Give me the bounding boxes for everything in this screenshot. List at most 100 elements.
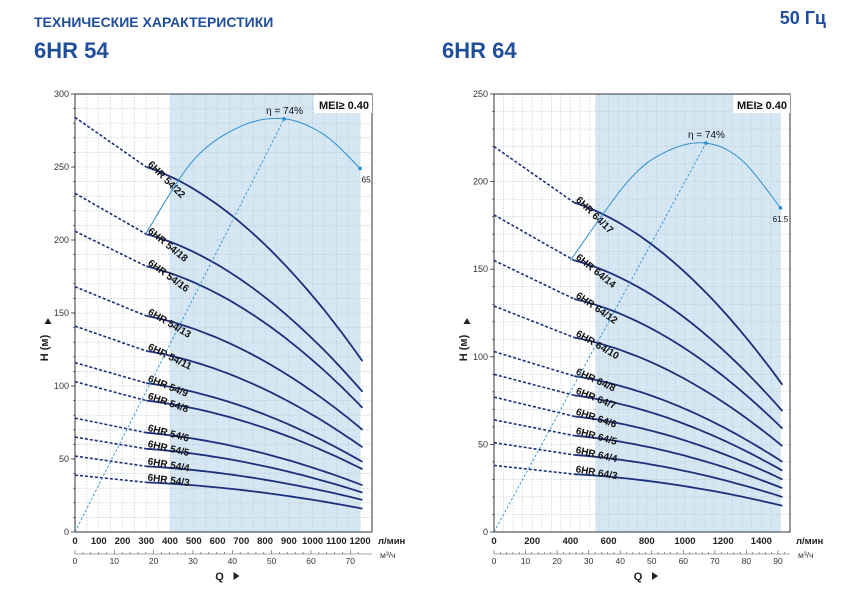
y-tick-label: 200 xyxy=(54,235,69,245)
bep-point xyxy=(282,117,286,121)
y-axis-label: H (м) xyxy=(39,334,51,361)
mei-label: MEI≥ 0.40 xyxy=(737,100,787,112)
x-tick-label: 1000 xyxy=(302,536,323,547)
series-dashed-6HR-64-5 xyxy=(493,419,575,437)
y-tick-label: 0 xyxy=(64,527,69,537)
series-dashed-6HR-64-3 xyxy=(493,464,575,475)
series-dashed-6HR-64-8 xyxy=(493,350,575,377)
series-curve-6HR-54-8 xyxy=(146,399,363,471)
series-dashed-6HR-54-16 xyxy=(74,230,147,267)
x-tick-label: 800 xyxy=(257,536,273,547)
series-curve-6HR-64-8 xyxy=(574,375,783,463)
x-tick-label: 1200 xyxy=(350,536,371,547)
x2-tick-label: 10 xyxy=(521,556,531,566)
series-curve-6HR-64-4 xyxy=(574,454,783,498)
series-dashed-6HR-54-5 xyxy=(74,436,147,450)
series-dashed-6HR-54-3 xyxy=(74,474,147,484)
x-tick-label: 1100 xyxy=(326,536,347,547)
mei-box xyxy=(733,95,790,113)
series-dashed-6HR-54-18 xyxy=(74,192,147,235)
x-tick-label: 700 xyxy=(233,536,249,547)
series-dashed-6HR-64-10 xyxy=(493,305,575,339)
efficiency-label: η = 74% xyxy=(266,106,303,117)
efficiency-end-label: 65 xyxy=(362,175,371,184)
y-tick-label: 200 xyxy=(473,177,488,187)
x-tick-label: 400 xyxy=(562,536,578,547)
series-curve-6HR-64-6 xyxy=(574,415,783,481)
series-curve-6HR-64-12 xyxy=(573,298,784,430)
efficiency-end-label: 61.5 xyxy=(773,215,789,224)
x2-tick-label: 0 xyxy=(492,556,497,566)
x-tick-label: 1000 xyxy=(674,536,695,547)
x-tick-label: 200 xyxy=(115,536,131,547)
x2-tick-label: 90 xyxy=(773,556,783,566)
chart-title-6hr54: 6HR 54 xyxy=(34,38,109,63)
x2-tick-label: 50 xyxy=(267,556,277,566)
series-dashed-6HR-64-17 xyxy=(493,145,575,204)
y-tick-label: 100 xyxy=(54,381,69,391)
y-axis-label: H (м) xyxy=(458,334,470,361)
x-tick-label: 300 xyxy=(138,536,154,547)
x-tick-label: 600 xyxy=(601,536,617,547)
series-curve-6HR-64-17 xyxy=(573,201,784,386)
x-axis-arrow xyxy=(652,572,658,580)
x-tick-label: 600 xyxy=(210,536,226,547)
x2-tick-label: 40 xyxy=(615,556,625,566)
y-tick-label: 150 xyxy=(54,308,69,318)
frequency-label: 50 Гц xyxy=(779,8,826,28)
x2-tick-label: 60 xyxy=(306,556,316,566)
x2-tick-label: 20 xyxy=(552,556,562,566)
x2-tick-label: 70 xyxy=(346,556,356,566)
series-curve-6HR-54-6 xyxy=(146,431,363,487)
x-tick-label: 1400 xyxy=(751,536,772,547)
x-tick-label: 800 xyxy=(639,536,655,547)
series-curve-6HR-64-14 xyxy=(573,259,784,412)
x2-tick-label: 40 xyxy=(228,556,238,566)
x2-tick-label: 70 xyxy=(710,556,720,566)
x-tick-label: 1200 xyxy=(713,536,734,547)
y-tick-label: 100 xyxy=(473,352,488,362)
series-dashed-6HR-64-14 xyxy=(493,214,575,262)
mei-label: MEI≥ 0.40 xyxy=(319,100,369,112)
series-dashed-6HR-64-4 xyxy=(493,441,575,456)
chart-title-6hr64: 6HR 64 xyxy=(442,38,517,63)
series-dashed-6HR-64-12 xyxy=(493,259,575,300)
operating-range xyxy=(595,94,781,532)
series-curve-6HR-54-11 xyxy=(146,350,364,449)
x-tick-label: 900 xyxy=(281,536,297,547)
x-tick-label: 500 xyxy=(186,536,202,547)
efficiency-label: η = 74% xyxy=(688,130,725,141)
y-tick-label: 250 xyxy=(473,89,488,99)
series-dashed-6HR-54-6 xyxy=(74,417,147,434)
x2-unit-label: м³/ч xyxy=(798,550,813,560)
x-axis-label: Q xyxy=(215,571,224,583)
x-unit-label: л/мин xyxy=(796,536,824,547)
page-subtitle: ТЕХНИЧЕСКИЕ ХАРАКТЕРИСТИКИ xyxy=(34,14,274,30)
efficiency-end-point xyxy=(778,206,783,210)
series-curve-6HR-64-5 xyxy=(574,434,783,490)
series-curve-6HR-54-18 xyxy=(146,233,364,393)
x-tick-label: 0 xyxy=(491,536,496,547)
series-dashed-6HR-64-6 xyxy=(493,396,575,418)
series-dashed-6HR-54-4 xyxy=(74,455,147,468)
series-curve-6HR-64-7 xyxy=(574,394,783,472)
x-tick-label: 200 xyxy=(524,536,540,547)
series-curve-6HR-54-13 xyxy=(146,315,364,431)
bep-point xyxy=(704,141,708,145)
efficiency-curve xyxy=(145,117,361,233)
y-tick-label: 50 xyxy=(478,439,488,449)
series-dashed-6HR-54-8 xyxy=(74,380,147,402)
x2-tick-label: 0 xyxy=(73,556,78,566)
series-dashed-6HR-54-13 xyxy=(74,285,147,317)
y-tick-label: 300 xyxy=(54,89,69,99)
series-dashed-6HR-54-22 xyxy=(74,116,147,168)
x2-tick-label: 30 xyxy=(188,556,198,566)
x2-tick-label: 30 xyxy=(584,556,594,566)
y-tick-label: 0 xyxy=(483,527,488,537)
series-dashed-6HR-54-9 xyxy=(74,361,147,384)
x2-tick-label: 50 xyxy=(647,556,657,566)
efficiency-curve xyxy=(569,142,781,261)
x2-tick-label: 80 xyxy=(742,556,752,566)
y-axis-arrow xyxy=(44,318,52,324)
